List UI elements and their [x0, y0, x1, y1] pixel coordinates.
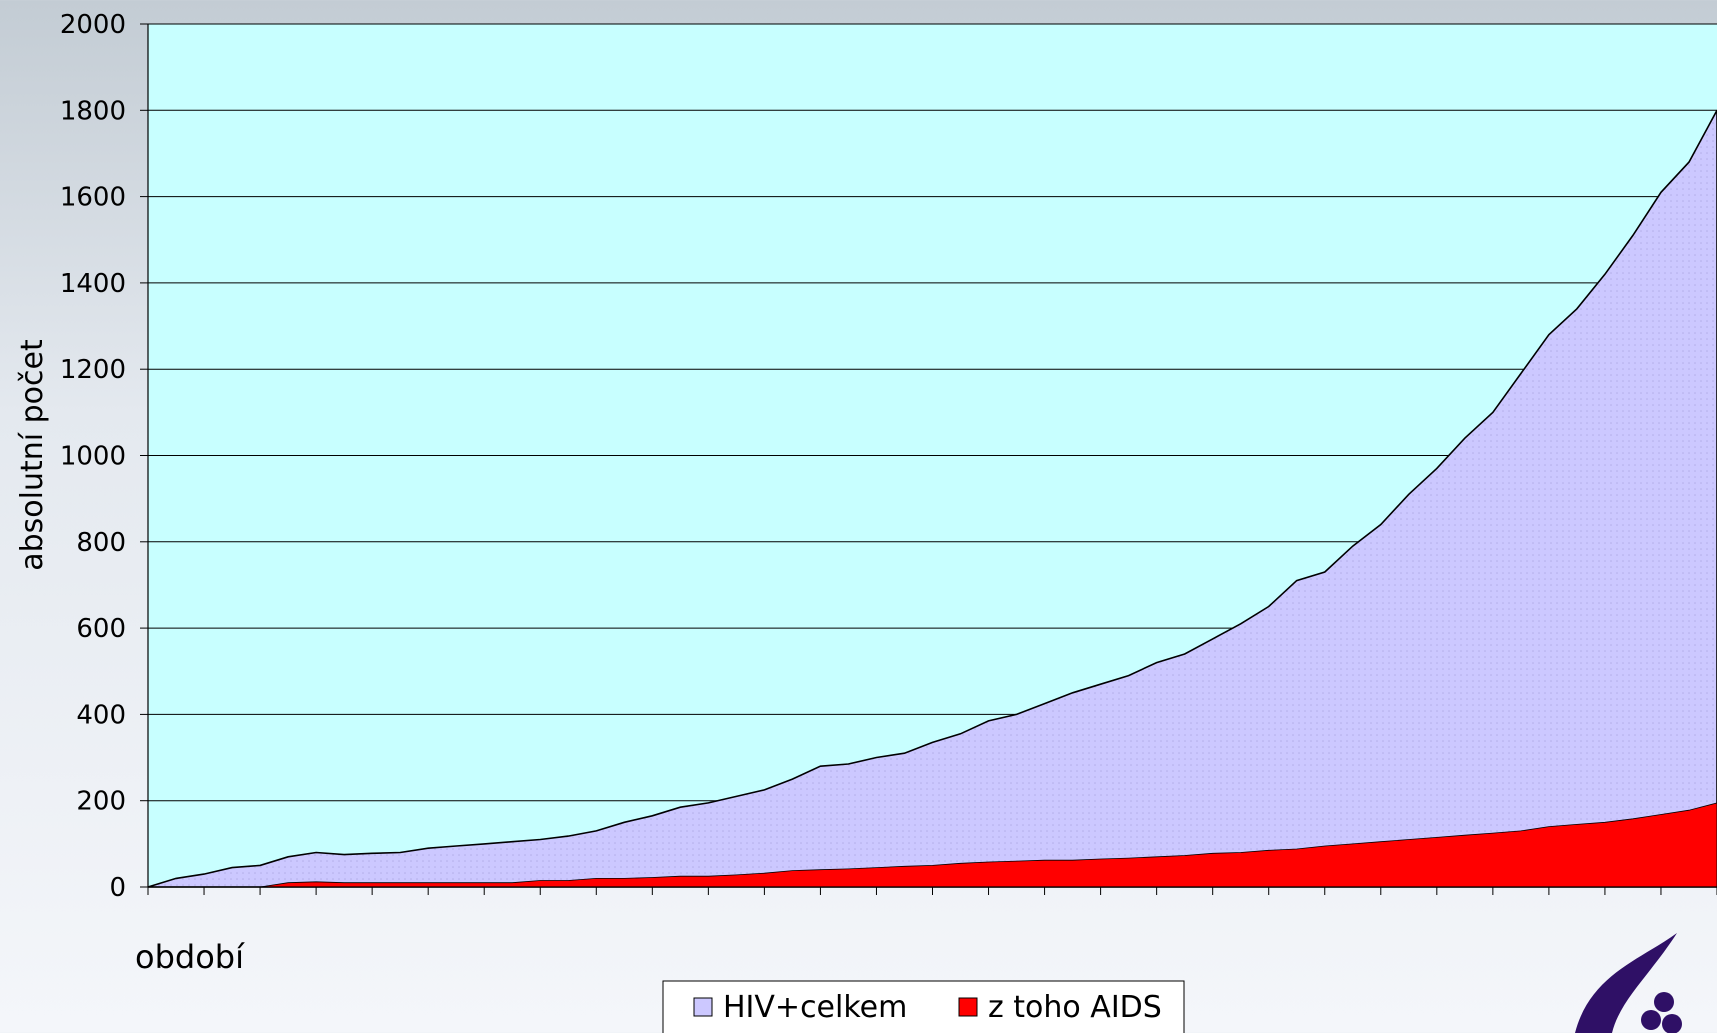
- x-axis-label: období: [135, 938, 245, 976]
- y-tick-label: 800: [76, 528, 126, 558]
- legend-swatch: [958, 997, 978, 1017]
- legend-box: [662, 980, 1185, 1033]
- y-tick-label: 0: [109, 873, 126, 903]
- y-tick-label: 1400: [60, 269, 126, 299]
- y-tick-label: 400: [76, 700, 126, 730]
- legend-label: HIV+celkem: [723, 990, 907, 1025]
- area: [147, 109, 1717, 888]
- y-tick-label: 1800: [60, 96, 126, 126]
- y-tick-label: 200: [76, 787, 126, 817]
- legend-label: z toho AIDS: [988, 990, 1162, 1025]
- area: [148, 802, 1717, 888]
- legend-swatch: [693, 997, 713, 1017]
- y-tick-label: 1000: [60, 442, 126, 472]
- y-axis-label: absolutní počet: [15, 339, 50, 571]
- y-tick-label: 600: [76, 614, 126, 644]
- y-tick-label: 1200: [60, 355, 126, 385]
- y-tick-label: 1600: [60, 183, 126, 213]
- y-tick-label: 2000: [60, 10, 126, 40]
- logo: [1575, 933, 1682, 1033]
